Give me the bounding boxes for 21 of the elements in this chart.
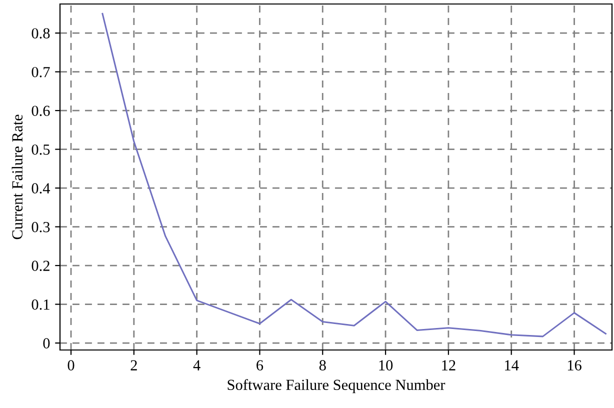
y-tick-label: 0.1 — [32, 299, 50, 310]
x-tick-label: 16 — [568, 360, 582, 370]
y-tick-label: 0.8 — [32, 28, 50, 39]
x-tick-label: 0 — [68, 360, 74, 370]
y-tick-label: 0.5 — [32, 144, 50, 155]
x-tick-label: 14 — [505, 360, 519, 370]
y-tick-label: 0 — [43, 338, 50, 348]
x-tick-label: 10 — [379, 360, 393, 370]
y-tick-label: 0.3 — [32, 222, 50, 232]
x-tick-label: 4 — [193, 360, 200, 370]
y-tick-label: 0.2 — [32, 260, 50, 272]
y-axis-title: Current Failure Rate — [12, 114, 23, 240]
x-axis-title: Software Failure Sequence Number — [228, 379, 446, 394]
x-tick-label: 2 — [130, 360, 137, 370]
y-tick-label: 0.4 — [32, 183, 50, 194]
y-tick-label: 0.6 — [32, 106, 50, 116]
x-tick-label: 12 — [442, 360, 456, 370]
x-tick-label: 6 — [256, 360, 264, 370]
y-tick-label: 0.7 — [32, 66, 50, 78]
x-tick-label: 8 — [319, 360, 326, 370]
line-series — [102, 12, 606, 338]
